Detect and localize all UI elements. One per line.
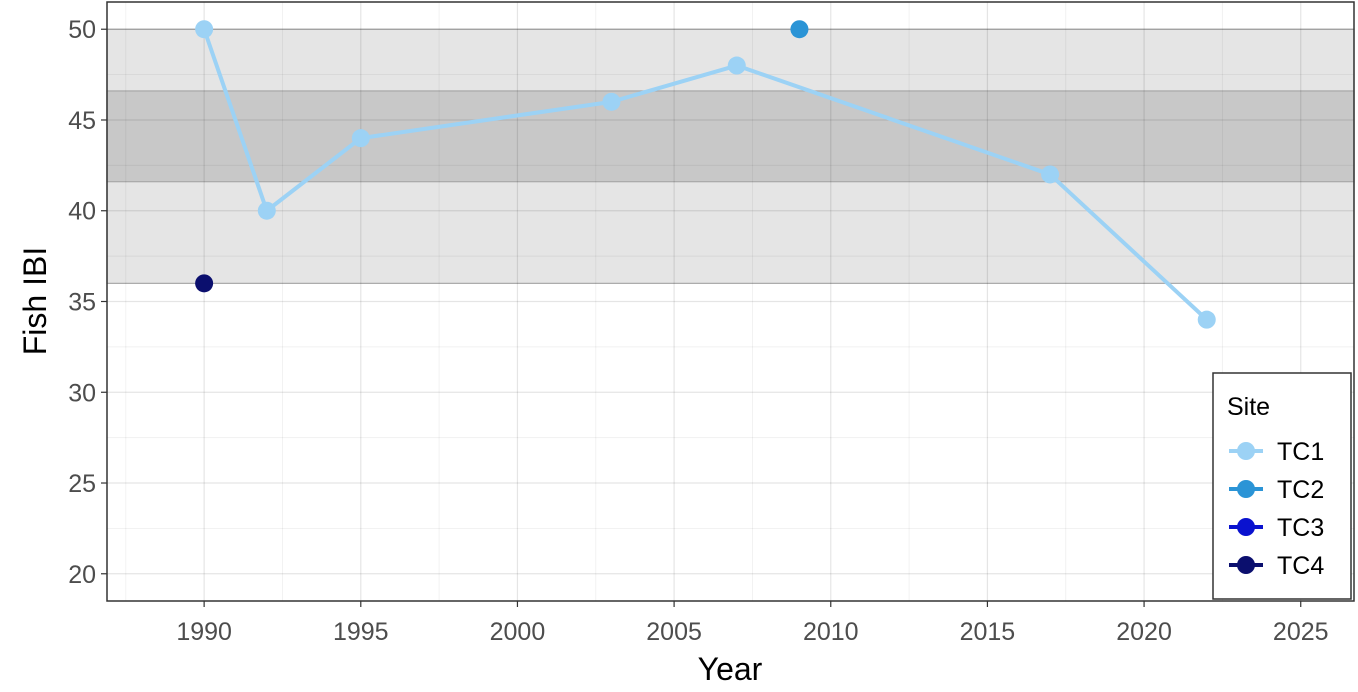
y-tick-label: 20 [68, 561, 96, 589]
x-tick-label: 2005 [646, 618, 702, 646]
y-tick-label: 45 [68, 107, 96, 135]
legend-label-tc2: TC2 [1277, 476, 1324, 504]
data-point-tc1 [1197, 310, 1216, 329]
legend-box [1212, 372, 1352, 600]
series-points [195, 20, 1216, 329]
legend-key-point-tc3 [1237, 518, 1255, 536]
legend-items: TC1 TC2 TC3 TC4 [1229, 438, 1324, 580]
y-tick-label: 50 [68, 16, 96, 44]
data-point-tc2 [790, 20, 809, 39]
y-tick-label: 25 [68, 470, 96, 498]
legend-label-tc1: TC1 [1277, 438, 1324, 466]
data-point-tc1 [602, 92, 621, 111]
legend-key-point-tc2 [1237, 480, 1255, 498]
y-tick-label: 35 [68, 289, 96, 317]
x-axis-title: Year [698, 651, 763, 687]
band-1 [106, 90, 1355, 183]
x-tick-label: 1995 [333, 618, 389, 646]
x-tick-label: 2000 [490, 618, 546, 646]
x-tick-label: 1990 [176, 618, 232, 646]
x-tick-label: 2010 [803, 618, 859, 646]
legend-title: Site [1227, 393, 1270, 421]
y-tick-label: 30 [68, 379, 96, 407]
data-point-tc1 [257, 201, 276, 220]
y-axis: 20 25 30 35 40 45 50 [68, 16, 107, 589]
x-tick-label: 2025 [1273, 618, 1329, 646]
legend-key-point-tc1 [1237, 442, 1255, 460]
legend-key-point-tc4 [1237, 556, 1255, 574]
data-point-tc1 [1041, 165, 1060, 184]
data-point-tc1 [351, 129, 370, 148]
x-tick-label: 2020 [1116, 618, 1172, 646]
legend-label-tc4: TC4 [1277, 552, 1324, 580]
y-axis-title: Fish IBI [17, 247, 53, 355]
grid-lines [107, 2, 1354, 601]
data-point-tc1 [195, 20, 214, 39]
y-tick-label: 40 [68, 198, 96, 226]
x-axis: 1990 1995 2000 2005 2010 2015 2020 2025 [176, 601, 1329, 646]
legend-label-tc3: TC3 [1277, 514, 1324, 542]
legend: Site TC1 TC2 TC3 TC4 [1212, 372, 1352, 600]
x-tick-label: 2015 [960, 618, 1016, 646]
data-point-tc4 [195, 274, 214, 293]
data-point-tc1 [727, 56, 746, 75]
